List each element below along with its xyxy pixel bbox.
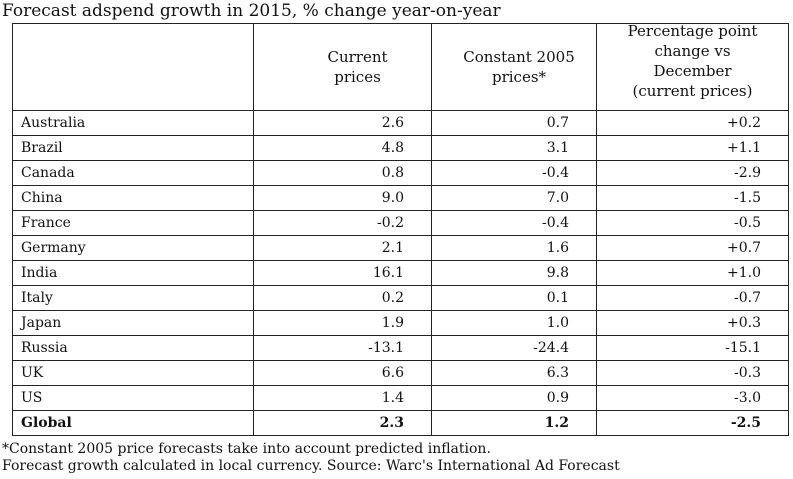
current-prices-cell: 6.6 <box>253 360 432 386</box>
country-cell: Canada <box>12 160 254 186</box>
point-change-cell: -2.9 <box>596 160 789 186</box>
current-prices-cell: 1.4 <box>253 385 432 411</box>
constant-prices-cell: -24.4 <box>431 335 597 361</box>
point-change-cell: +0.7 <box>596 235 789 261</box>
adspend-table: Current prices Constant 2005 prices* Per… <box>12 22 789 436</box>
constant-prices-cell: 9.8 <box>431 260 597 286</box>
current-prices-cell: 1.9 <box>253 310 432 336</box>
constant-prices-cell: 1.0 <box>431 310 597 336</box>
country-cell: France <box>12 210 254 236</box>
header-point-change-label: Percentage point change vs December (cur… <box>627 22 758 100</box>
table-row-total: Global 2.3 1.2 -2.5 <box>12 410 789 436</box>
current-prices-cell: 0.8 <box>253 160 432 186</box>
constant-prices-cell: 3.1 <box>431 135 597 161</box>
table-row: China 9.0 7.0 -1.5 <box>12 185 789 211</box>
table-row: Canada 0.8 -0.4 -2.9 <box>12 160 789 186</box>
header-current-prices-label: Current prices <box>327 48 388 86</box>
table-row: Japan 1.9 1.0 +0.3 <box>12 310 789 336</box>
country-cell: India <box>12 260 254 286</box>
current-prices-cell: -0.2 <box>253 210 432 236</box>
constant-prices-cell: -0.4 <box>431 210 597 236</box>
table-row: UK 6.6 6.3 -0.3 <box>12 360 789 386</box>
constant-prices-cell: 0.9 <box>431 385 597 411</box>
point-change-cell: -0.7 <box>596 285 789 311</box>
constant-prices-cell: 1.6 <box>431 235 597 261</box>
point-change-cell: -15.1 <box>596 335 789 361</box>
constant-prices-cell: 6.3 <box>431 360 597 386</box>
header-country <box>12 23 254 111</box>
global-current-prices-cell: 2.3 <box>253 410 432 436</box>
table-header-row: Current prices Constant 2005 prices* Per… <box>12 22 789 111</box>
country-cell: Brazil <box>12 135 254 161</box>
header-constant-prices-label: Constant 2005 prices* <box>463 48 575 86</box>
table-row: France -0.2 -0.4 -0.5 <box>12 210 789 236</box>
country-cell: US <box>12 385 254 411</box>
header-current-prices: Current prices <box>253 23 432 111</box>
point-change-cell: +0.2 <box>596 110 789 136</box>
table-row: Russia -13.1 -24.4 -15.1 <box>12 335 789 361</box>
constant-prices-cell: 7.0 <box>431 185 597 211</box>
current-prices-cell: -13.1 <box>253 335 432 361</box>
constant-prices-cell: 0.7 <box>431 110 597 136</box>
table-row: India 16.1 9.8 +1.0 <box>12 260 789 286</box>
global-constant-prices-cell: 1.2 <box>431 410 597 436</box>
constant-prices-cell: -0.4 <box>431 160 597 186</box>
constant-prices-cell: 0.1 <box>431 285 597 311</box>
table-row: Brazil 4.8 3.1 +1.1 <box>12 135 789 161</box>
table-row: Germany 2.1 1.6 +0.7 <box>12 235 789 261</box>
country-cell: Russia <box>12 335 254 361</box>
country-cell: UK <box>12 360 254 386</box>
country-cell: Italy <box>12 285 254 311</box>
point-change-cell: +0.3 <box>596 310 789 336</box>
table-body: Australia 2.6 0.7 +0.2 Brazil 4.8 3.1 +1… <box>12 110 789 436</box>
table-row: Italy 0.2 0.1 -0.7 <box>12 285 789 311</box>
current-prices-cell: 2.1 <box>253 235 432 261</box>
current-prices-cell: 2.6 <box>253 110 432 136</box>
global-point-change-cell: -2.5 <box>596 410 789 436</box>
footnote-inflation: *Constant 2005 price forecasts take into… <box>2 441 491 457</box>
country-cell: Australia <box>12 110 254 136</box>
point-change-cell: -0.3 <box>596 360 789 386</box>
country-cell: China <box>12 185 254 211</box>
point-change-cell: +1.1 <box>596 135 789 161</box>
global-label-cell: Global <box>12 410 254 436</box>
table-row: Australia 2.6 0.7 +0.2 <box>12 110 789 136</box>
page-title: Forecast adspend growth in 2015, % chang… <box>2 1 501 21</box>
country-cell: Germany <box>12 235 254 261</box>
point-change-cell: -3.0 <box>596 385 789 411</box>
footnote-source: Forecast growth calculated in local curr… <box>2 458 620 474</box>
current-prices-cell: 9.0 <box>253 185 432 211</box>
header-constant-prices: Constant 2005 prices* <box>431 23 597 111</box>
current-prices-cell: 16.1 <box>253 260 432 286</box>
current-prices-cell: 4.8 <box>253 135 432 161</box>
point-change-cell: +1.0 <box>596 260 789 286</box>
point-change-cell: -1.5 <box>596 185 789 211</box>
country-cell: Japan <box>12 310 254 336</box>
current-prices-cell: 0.2 <box>253 285 432 311</box>
point-change-cell: -0.5 <box>596 210 789 236</box>
table-row: US 1.4 0.9 -3.0 <box>12 385 789 411</box>
header-point-change: Percentage point change vs December (cur… <box>596 22 789 111</box>
